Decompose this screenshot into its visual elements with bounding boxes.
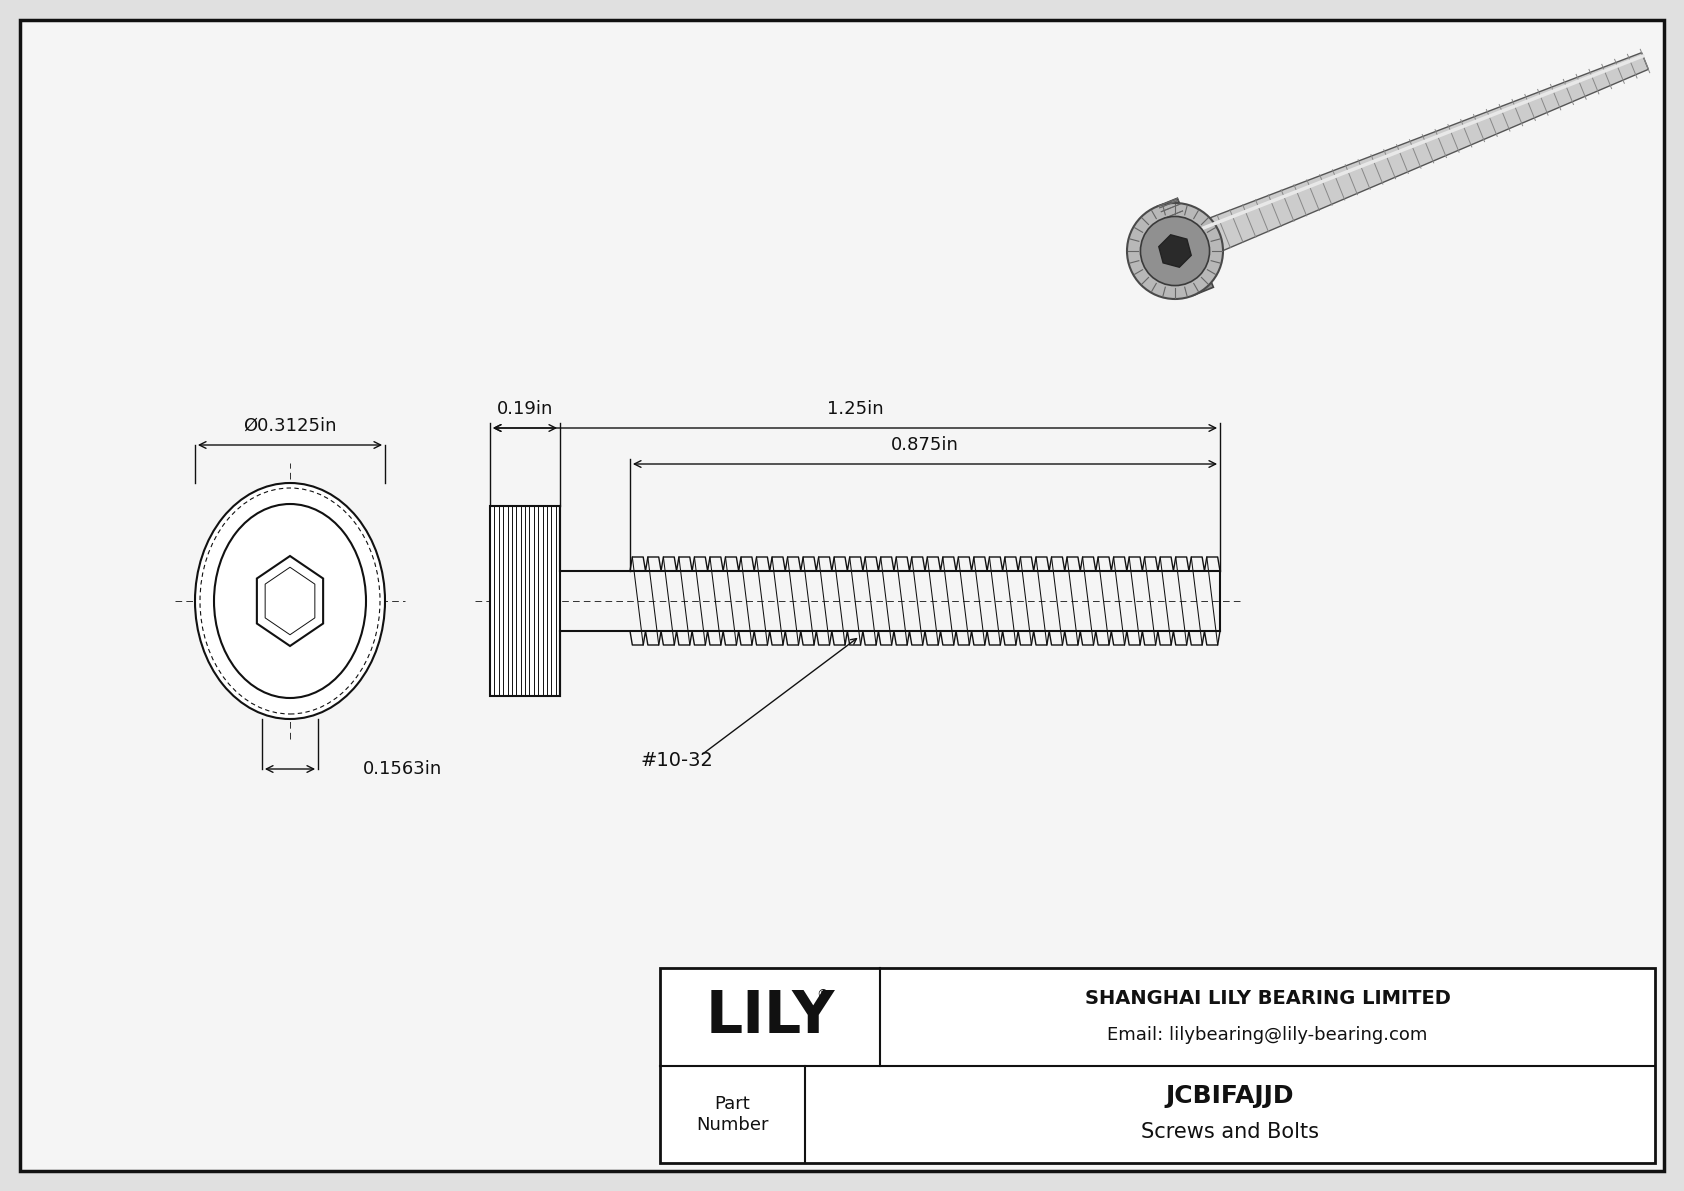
Text: Ø0.3125in: Ø0.3125in <box>242 417 337 435</box>
Text: 0.19in: 0.19in <box>497 400 552 418</box>
Text: Part
Number: Part Number <box>695 1095 770 1134</box>
Text: Email: lilybearing@lily-bearing.com: Email: lilybearing@lily-bearing.com <box>1108 1025 1428 1043</box>
Polygon shape <box>1157 198 1214 295</box>
Text: 1.25in: 1.25in <box>827 400 884 418</box>
Bar <box>660 968 1655 1162</box>
Text: SHANGHAI LILY BEARING LIMITED: SHANGHAI LILY BEARING LIMITED <box>1084 990 1450 1009</box>
Circle shape <box>1140 217 1209 286</box>
Text: #10-32: #10-32 <box>640 752 712 771</box>
Text: JCBIFAJJD: JCBIFAJJD <box>1165 1084 1295 1109</box>
Text: 0.875in: 0.875in <box>891 436 958 454</box>
Text: ®: ® <box>815 989 829 1002</box>
Text: Screws and Bolts: Screws and Bolts <box>1142 1122 1319 1142</box>
Polygon shape <box>1192 52 1649 258</box>
Ellipse shape <box>195 484 386 719</box>
Text: 0.1563in: 0.1563in <box>364 760 443 778</box>
Polygon shape <box>1159 235 1191 267</box>
Circle shape <box>1127 202 1223 299</box>
Text: LILY: LILY <box>706 989 835 1046</box>
Bar <box>490 506 561 696</box>
